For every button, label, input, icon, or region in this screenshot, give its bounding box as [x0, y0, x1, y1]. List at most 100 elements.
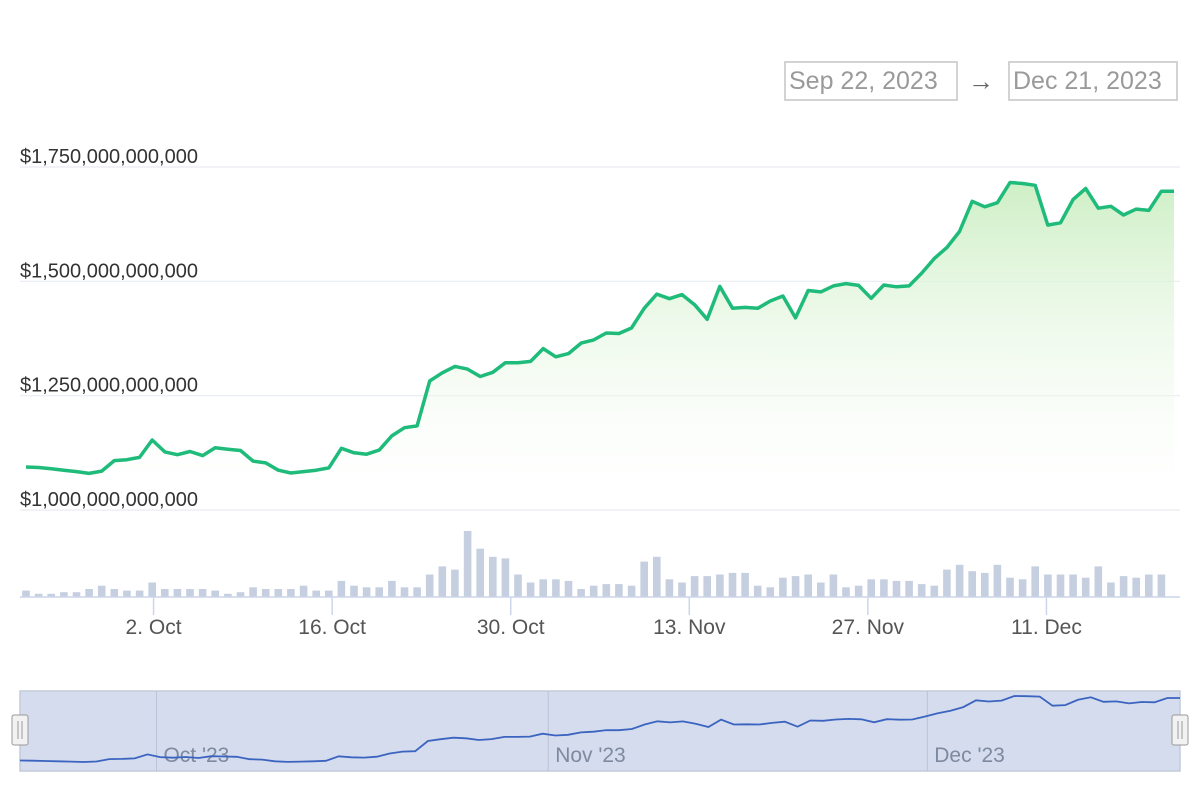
volume-bar [943, 569, 951, 597]
volume-bar [741, 572, 749, 597]
navigator-label: Oct '23 [163, 744, 229, 767]
navigator-left-handle[interactable] [11, 714, 29, 746]
range-from-input[interactable]: Sep 22, 2023 [784, 61, 958, 101]
volume-bar [476, 548, 484, 597]
handle-body[interactable] [1171, 714, 1189, 746]
volume-bar [1081, 577, 1090, 597]
volume-bar [678, 582, 686, 597]
price-line [25, 180, 1174, 476]
series-line [25, 180, 1174, 476]
volume-bar [993, 564, 1002, 597]
volume-bar [766, 587, 775, 597]
volume-bar [968, 571, 976, 597]
y-tick-label: $1,500,000,000,000 [20, 260, 198, 282]
volume-bar [854, 585, 863, 597]
volume-bar [22, 590, 30, 597]
volume-bar [1044, 574, 1052, 597]
volume-bar [312, 590, 320, 597]
volume-bar [413, 587, 421, 597]
volume-bar [186, 589, 194, 597]
volume-bar [1145, 574, 1153, 597]
volume-bar [602, 584, 611, 597]
navigator[interactable]: Oct '23 Nov '23 Dec '23 [11, 690, 1189, 772]
navigator-right-handle[interactable] [1171, 714, 1189, 746]
navigator-label: Dec '23 [934, 744, 1005, 767]
x-tick-label: 11. Dec [1011, 616, 1082, 639]
volume-bar [438, 566, 447, 597]
volume-bar [703, 576, 711, 597]
volume-bar [362, 587, 371, 597]
volume-bar [274, 589, 283, 597]
volume-bar [627, 585, 636, 597]
volume-bar [1056, 574, 1065, 597]
volume-bar [753, 585, 762, 597]
y-axis-labels: $1,000,000,000,000 $1,250,000,000,000 $1,5… [20, 146, 198, 511]
volume-bar [1107, 582, 1115, 597]
volume-bar [829, 574, 838, 597]
x-tick-label: 30. Oct [477, 616, 545, 639]
volume-bar [1119, 576, 1128, 597]
volume-bar [123, 590, 131, 597]
volume-bar [198, 589, 207, 597]
volume-bar [72, 592, 81, 597]
volume-bar [564, 580, 573, 597]
volume-bar [779, 577, 787, 597]
volume-bar [148, 582, 156, 597]
range-arrow: → [968, 66, 994, 96]
volume-bar [463, 531, 472, 597]
volume-bar [526, 582, 535, 597]
volume-bar [1157, 574, 1166, 597]
volume-bar [615, 584, 623, 597]
volume-bar [388, 580, 396, 597]
volume-bar [905, 580, 913, 597]
volume-bar [930, 585, 939, 597]
volume-bar [337, 580, 346, 597]
volume-bar [173, 589, 182, 597]
y-tick-label: $1,750,000,000,000 [20, 146, 198, 168]
y-tick-label: $1,000,000,000,000 [20, 489, 198, 511]
range-to-input[interactable]: Dec 21, 2023 [1008, 61, 1178, 101]
volume-bar [97, 585, 106, 597]
volume-bar [400, 587, 409, 597]
volume-bar [917, 584, 926, 597]
x-tick-label: 16. Oct [298, 616, 366, 639]
volume-bar [501, 558, 510, 597]
volume-bar [236, 592, 245, 597]
volume-bar [325, 590, 333, 597]
volume-bar [85, 589, 93, 597]
volume-bar [514, 574, 522, 597]
volume-bar [1031, 566, 1039, 597]
volume-bar [34, 593, 43, 597]
volume-bar [1069, 574, 1077, 597]
volume-bar [375, 587, 383, 597]
area-fill [26, 182, 1174, 510]
volume-bar [224, 593, 232, 597]
volume-bar [981, 572, 989, 597]
volume-bar [716, 574, 724, 597]
volume-bar [640, 561, 648, 597]
volume-bar [817, 582, 825, 597]
volume-bar [880, 579, 888, 597]
volume-bar [892, 580, 901, 597]
volume-bar [552, 579, 560, 597]
y-tick-label: $1,250,000,000,000 [20, 375, 198, 397]
volume-bar [665, 579, 674, 597]
volume-bar [589, 585, 598, 597]
navigator-series-line [19, 695, 1180, 763]
volume-bar [690, 576, 699, 597]
volume-bar [653, 556, 661, 597]
volume-bar [451, 569, 459, 597]
volume-bar [110, 589, 119, 597]
volume-bar [425, 574, 434, 597]
volume-bar [161, 589, 169, 597]
x-tick-label: 2. Oct [126, 616, 182, 639]
volume-bar [804, 574, 812, 597]
volume-bar [867, 579, 875, 597]
volume-bar [955, 564, 964, 597]
volume-bars [22, 531, 1166, 597]
volume-bar [1006, 577, 1014, 597]
volume-bar [60, 592, 68, 597]
handle-body[interactable] [11, 714, 29, 746]
volume-bar [299, 585, 308, 597]
